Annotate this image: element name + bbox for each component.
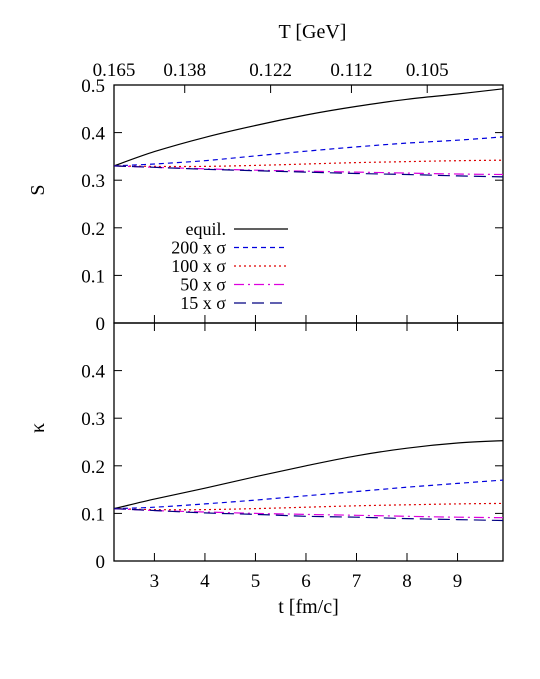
x-tick-label: 6 [301, 571, 311, 592]
top-tick-label: 0.138 [163, 60, 206, 81]
series-line-4 [114, 165, 503, 178]
panel-entropy: 0 0.1 0.2 0.3 0.4 0.5 S 0.165 0.138 0.122 0.112 0.1… [27, 21, 504, 335]
x-tick-label: 7 [352, 571, 362, 592]
y-axis-label: κ [27, 423, 49, 433]
y-tick-label: 0 [96, 314, 106, 335]
series-line-0 [114, 440, 503, 510]
x-tick-label: 5 [251, 571, 261, 592]
y-tick-label: 0.4 [81, 362, 105, 383]
top-axis-label: T [GeV] [279, 21, 347, 43]
y-tick-label: 0.5 [81, 76, 105, 97]
legend-label: 200 x σ [171, 238, 226, 258]
x-tick-label: 8 [402, 571, 412, 592]
series-line-0 [114, 88, 503, 167]
y-tick-label: 0.1 [81, 504, 105, 525]
x-tick-label: 9 [453, 571, 463, 592]
plot-frame [113, 322, 504, 562]
top-tick-label: 0.112 [330, 60, 372, 81]
y-tick-label: 0.3 [81, 409, 105, 430]
x-axis-label: t [fm/c] [278, 596, 339, 618]
series-line-1 [114, 136, 503, 167]
y-tick-label: 0.3 [81, 171, 105, 192]
y-axis-label: S [27, 184, 49, 195]
top-tick-label: 0.105 [406, 60, 449, 81]
top-tick-label: 0.165 [93, 60, 136, 81]
series-line-3 [114, 508, 503, 519]
top-tick-label: 0.122 [249, 60, 292, 81]
series-line-4 [114, 508, 503, 522]
y-tick-label: 0.4 [81, 124, 105, 145]
series-line-3 [114, 165, 503, 176]
y-tick-label: 0.1 [81, 266, 105, 287]
legend-label: 50 x σ [180, 275, 226, 295]
y-tick-label: 0 [96, 552, 106, 573]
legend-label: equil. [186, 219, 227, 239]
plot-frame [113, 84, 504, 324]
legend-label: 100 x σ [171, 256, 226, 276]
x-tick-label: 4 [200, 571, 210, 592]
panel-kappa: 0 0.1 0.2 0.3 0.4 κ 3 4 5 6 7 8 9 t [fm/c] [27, 322, 504, 618]
legend-label: 15 x σ [180, 293, 226, 313]
y-tick-label: 0.2 [81, 457, 105, 478]
y-tick-label: 0.2 [81, 219, 105, 240]
series-line-1 [114, 479, 503, 510]
x-tick-label: 3 [150, 571, 160, 592]
